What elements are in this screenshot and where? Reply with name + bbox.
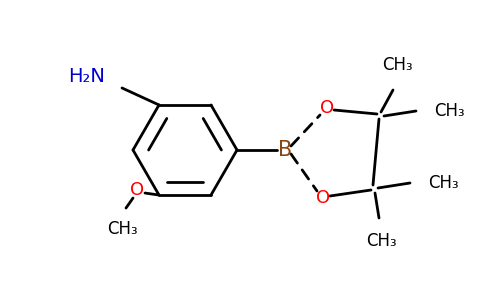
Text: O: O [130, 181, 144, 199]
Text: CH₃: CH₃ [434, 102, 465, 120]
Text: CH₃: CH₃ [106, 220, 137, 238]
Text: CH₃: CH₃ [366, 232, 396, 250]
Text: O: O [320, 99, 334, 117]
Text: H₂N: H₂N [68, 68, 105, 86]
Text: B: B [278, 140, 292, 160]
Text: CH₃: CH₃ [382, 56, 412, 74]
Text: O: O [316, 189, 330, 207]
Text: CH₃: CH₃ [428, 174, 459, 192]
